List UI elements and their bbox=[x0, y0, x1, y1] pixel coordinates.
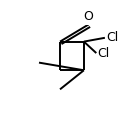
Text: Cl: Cl bbox=[106, 31, 118, 44]
Text: Cl: Cl bbox=[97, 47, 110, 60]
Text: O: O bbox=[84, 10, 94, 23]
